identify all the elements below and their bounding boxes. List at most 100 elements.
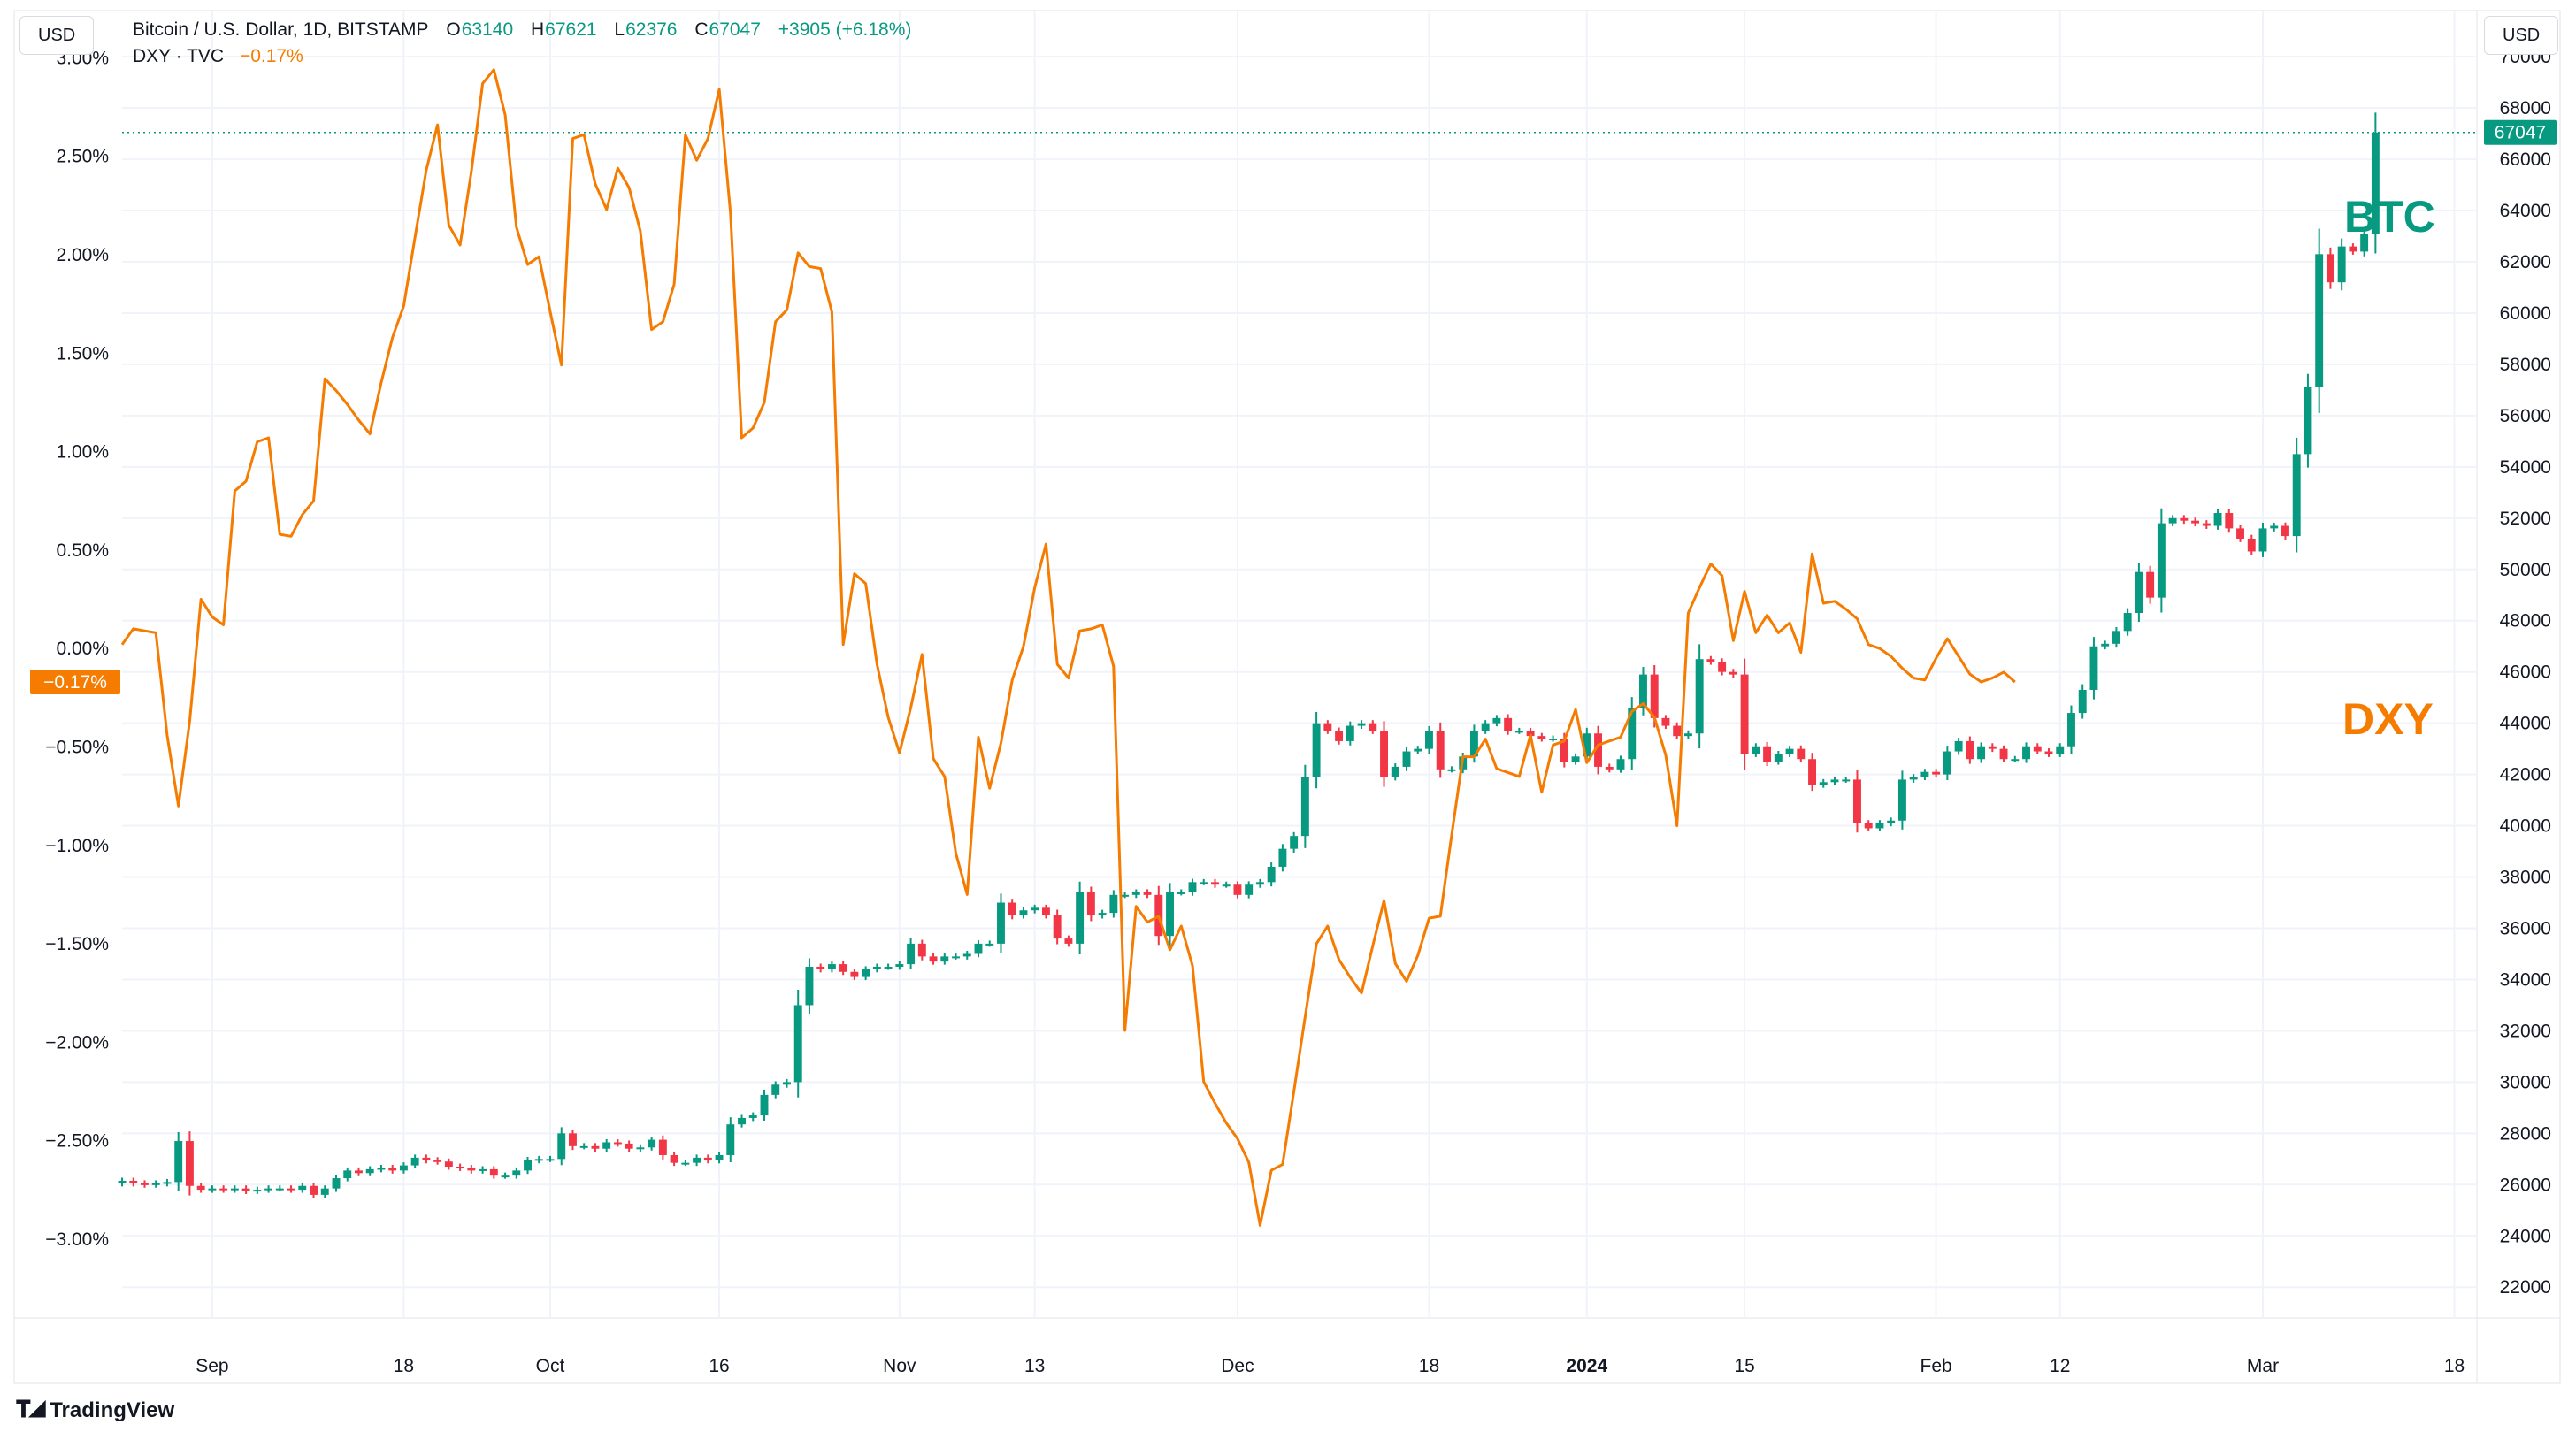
btc-candle-body xyxy=(1966,740,1974,760)
btc-candle xyxy=(591,1143,600,1152)
btc-candle-body xyxy=(2349,246,2358,252)
btc-candle-body xyxy=(2168,517,2177,524)
btc-candle xyxy=(1673,722,1682,739)
btc-candle xyxy=(1143,889,1152,899)
btc-candle-body xyxy=(253,1190,262,1192)
btc-candles xyxy=(118,112,2380,1198)
right-axis-tick-label: 22000 xyxy=(2500,1277,2551,1298)
btc-candle-body xyxy=(1131,892,1140,895)
dxy-symbol-title[interactable]: DXY · TVC xyxy=(133,46,225,66)
btc-candle-body xyxy=(2157,523,2166,598)
btc-candle xyxy=(410,1154,419,1169)
btc-candle xyxy=(264,1185,273,1193)
btc-candle xyxy=(2360,228,2369,257)
left-scale-currency-button[interactable]: USD xyxy=(19,16,95,55)
btc-candle xyxy=(1920,769,1929,780)
btc-candle xyxy=(2022,742,2030,763)
tradingview-logo[interactable]: 𝐓◢ TradingView xyxy=(16,1396,174,1424)
btc-candle xyxy=(1064,935,1073,947)
btc-candle-body xyxy=(208,1188,217,1191)
btc-candle xyxy=(726,1117,735,1162)
btc-candle-body xyxy=(1514,731,1523,733)
btc-candle xyxy=(1740,658,1749,770)
btc-candle-body xyxy=(1300,777,1309,837)
btc-candle-body xyxy=(2078,689,2087,714)
btc-candle xyxy=(2089,637,2098,700)
btc-candle xyxy=(174,1131,183,1191)
btc-candle-body xyxy=(2292,454,2301,537)
btc-candle xyxy=(997,893,1005,953)
last-price-tag xyxy=(2484,119,2557,145)
btc-candle xyxy=(1245,881,1254,899)
btc-candle-body xyxy=(1414,748,1422,752)
btc-candle-body xyxy=(1650,674,1659,718)
btc-candle xyxy=(1797,745,1806,763)
btc-candle xyxy=(1887,817,1896,827)
time-axis-tick-label: Mar xyxy=(2247,1356,2279,1376)
btc-candle-body xyxy=(2056,746,2065,754)
btc-candle xyxy=(748,1112,757,1122)
btc-candle xyxy=(1594,725,1602,775)
btc-candle-body xyxy=(715,1154,724,1160)
btc-candle xyxy=(208,1185,217,1193)
left-axis-tick-label: −2.00% xyxy=(45,1032,109,1053)
btc-candle-body xyxy=(1819,782,1828,785)
btc-candle-body xyxy=(670,1154,678,1163)
btc-candle-body xyxy=(839,964,847,972)
right-axis-tick-label: 26000 xyxy=(2500,1175,2551,1195)
btc-candle-body xyxy=(1064,938,1073,944)
change-value: +3905 (+6.18%) xyxy=(778,19,912,40)
btc-candle xyxy=(512,1167,521,1179)
btc-candle-body xyxy=(1628,708,1637,760)
btc-candle-body xyxy=(1594,733,1602,767)
symbol-title[interactable]: Bitcoin / U.S. Dollar, 1D, BITSTAMP xyxy=(133,19,429,40)
btc-candle xyxy=(332,1175,341,1192)
btc-candle-body xyxy=(1695,659,1704,734)
btc-candle-body xyxy=(534,1159,543,1161)
btc-candle xyxy=(2135,563,2143,623)
btc-candle xyxy=(196,1183,205,1193)
btc-candle-body xyxy=(1808,759,1816,785)
right-axis-tick-label: 60000 xyxy=(2500,303,2551,324)
btc-candle xyxy=(2315,228,2324,413)
btc-candle xyxy=(399,1162,408,1174)
btc-candle xyxy=(2191,517,2200,527)
btc-candle xyxy=(2225,509,2234,533)
btc-candle xyxy=(298,1183,307,1193)
btc-candle xyxy=(917,939,926,961)
btc-candle xyxy=(648,1137,656,1151)
btc-candle-body xyxy=(1661,717,1670,726)
btc-candle-body xyxy=(1875,823,1884,829)
btc-candle-body xyxy=(2225,513,2234,529)
btc-candle xyxy=(467,1164,476,1174)
btc-candle-body xyxy=(1853,779,1861,823)
btc-candle xyxy=(1008,899,1016,920)
right-axis-tick-label: 40000 xyxy=(2500,816,2551,837)
btc-candle xyxy=(1718,658,1727,676)
btc-candle xyxy=(2112,626,2120,648)
btc-candle xyxy=(1346,721,1354,746)
btc-candle xyxy=(1335,727,1344,745)
btc-candle-body xyxy=(579,1145,588,1148)
time-axis-tick-label: Feb xyxy=(1920,1356,1952,1376)
btc-candle-body xyxy=(1571,756,1580,762)
dxy-legend: DXY · TVC −0.17% xyxy=(133,46,303,67)
btc-candle xyxy=(1312,711,1321,789)
btc-candle-body xyxy=(1211,882,1219,885)
btc-candle xyxy=(602,1139,611,1152)
btc-candle-body xyxy=(287,1188,295,1191)
btc-candle xyxy=(1131,889,1140,899)
btc-candle-body xyxy=(1526,731,1535,737)
btc-candle xyxy=(1988,743,1997,753)
btc-candle xyxy=(929,953,938,965)
btc-candle xyxy=(952,953,960,960)
right-scale-currency-button[interactable]: USD xyxy=(2484,16,2559,55)
btc-candle xyxy=(557,1127,566,1166)
btc-candle-body xyxy=(1729,671,1737,675)
btc-candle-body xyxy=(907,943,916,965)
btc-candle xyxy=(1830,776,1839,785)
right-axis-tick-label: 64000 xyxy=(2500,201,2551,221)
chart-frame xyxy=(13,10,2561,1384)
btc-candle-body xyxy=(1797,748,1806,760)
